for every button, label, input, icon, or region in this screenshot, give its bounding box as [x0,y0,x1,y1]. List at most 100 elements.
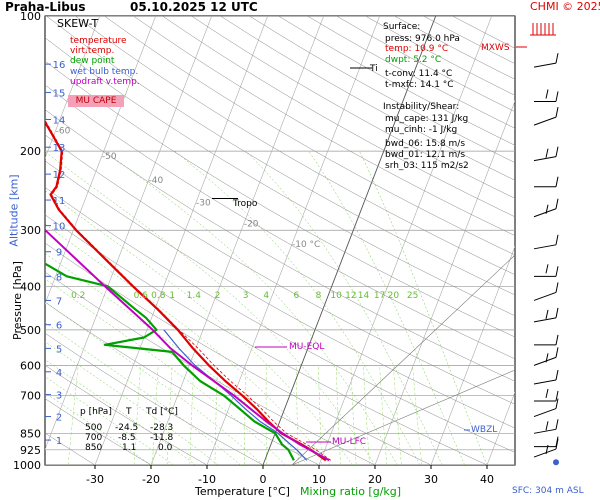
moist-adiabat [104,150,398,465]
moist-adiabat [359,151,488,465]
mu-eql-label: MU-EQL [289,342,325,352]
mixing-ratio-label: 25 [407,291,418,301]
wind-barb [533,356,557,366]
dry-adiabat [45,332,264,465]
mxws-label: MXWS [481,43,510,53]
isotherm-label: -30 [196,198,211,208]
sfc-guide-line [291,254,516,466]
altitude-tick-label: 10 [53,222,66,233]
wet-bulb-line [163,329,308,461]
moist-adiabat [45,322,241,465]
isotherm-lines: -80 °C-70-60-50-40-30-20-10 °C [11,16,515,465]
temperature-line [45,119,327,462]
surface-temp: temp: 10.9 °C [385,44,449,54]
ti-label: Ti [370,64,378,74]
temp-tick-label: 30 [424,473,438,486]
table-row-p: 850 [85,443,103,453]
dry-adiabat [45,432,96,465]
dry-adiabat [45,398,152,465]
pressure-tick-label: 500 [20,324,41,337]
mixing-ratio-label: 12 [345,291,356,301]
credit-text: CHMI © 2025 [530,0,600,13]
altitude-tick-label: 11 [53,196,66,207]
wind-barb [545,444,549,455]
wind-barb [545,309,549,319]
sfc-guide-line [291,369,516,466]
wind-barb [555,334,559,345]
wind-barb [555,234,559,245]
wind-barb [545,204,549,214]
virtual-temperature-line [45,119,332,461]
pressure-tick-label: 300 [20,224,41,237]
instability-srh03: srh_03: 115 m2/s2 [385,161,469,171]
pressure-tick-label: 600 [20,359,41,372]
wind-barb [555,53,559,64]
table-row-p: 500 [85,423,103,433]
datetime-title: 05.10.2025 12 UTC [130,0,258,14]
wind-barb [555,282,559,293]
wind-barb [545,264,549,274]
moist-adiabat [45,301,264,465]
dry-adiabat [336,16,515,112]
dry-adiabat [45,84,515,360]
dry-adiabat [133,16,515,236]
isotherm-line [45,16,156,305]
annotation-marks [212,46,527,466]
surface-tmxfc: t-mxfc: 14.1 °C [385,80,454,90]
table-header-td: Td [°C] [146,407,178,417]
isotherm-line [45,16,212,451]
temp-tick-label: 40 [480,473,494,486]
dry-adiabat [104,16,515,256]
updraft-line [45,228,330,462]
pressure-tick-label: 925 [20,444,41,457]
pressure-tick-label: 200 [20,145,41,158]
temp-tick-label: -30 [86,473,104,486]
mu-lfc-label: MU-LFC [332,437,367,447]
wind-barb [545,89,549,99]
wind-barb [555,390,559,402]
isotherm-label: -70 [11,97,26,107]
wind-barb [555,369,559,381]
wind-barb [555,176,559,187]
surface-dwpt: dwpt: 5.2 °C [385,55,442,65]
wind-barb [545,148,549,158]
dry-adiabat [45,37,515,317]
isotherm-line [150,16,324,465]
dry-adiabat [46,16,515,296]
wind-barb [545,421,549,431]
dry-adiabat [162,16,515,218]
altitude-tick-label: 2 [56,413,62,424]
wind-barb [555,307,559,318]
dry-adiabat [45,187,515,453]
legend-dew-point: dew point [70,56,115,66]
isotherm-line [262,16,437,465]
altitude-tick-label: 4 [56,368,62,379]
altitude-tick-label: 5 [56,344,62,355]
wind-barb [533,408,557,418]
x-axis-label: Temperature [°C] [195,485,290,498]
mixing-ratio-label: 10 [330,291,342,301]
x-axis-label-2: Mixing ratio [g/kg] [300,485,402,498]
temp-tick-label: 20 [368,473,382,486]
wind-barb [555,107,559,118]
wind-barb [555,266,559,277]
mu-cape-badge: MU CAPE [68,95,124,107]
mixing-ratio-label: 6 [294,291,300,301]
altitude-tick-label: 3 [56,391,62,402]
dry-adiabat [307,16,515,129]
mixing-ratio-label: 0.2 [71,291,85,301]
legend-title: SKEW-T [57,17,99,30]
wind-barbs [530,23,559,466]
surface-wind-mark [553,459,559,466]
altitude-tick-label: 1 [56,436,62,447]
dewpoint-line [45,262,295,461]
moist-adiabat [45,359,196,465]
table-header-p: p [hPa] [80,407,112,417]
wind-barb [533,291,557,301]
isotherm-label: -60 [56,127,71,137]
dry-adiabat [45,214,488,465]
dry-adiabat [45,134,515,405]
moist-adiabat [45,392,152,465]
isotherm-line [486,391,515,465]
wind-barb [533,208,557,218]
